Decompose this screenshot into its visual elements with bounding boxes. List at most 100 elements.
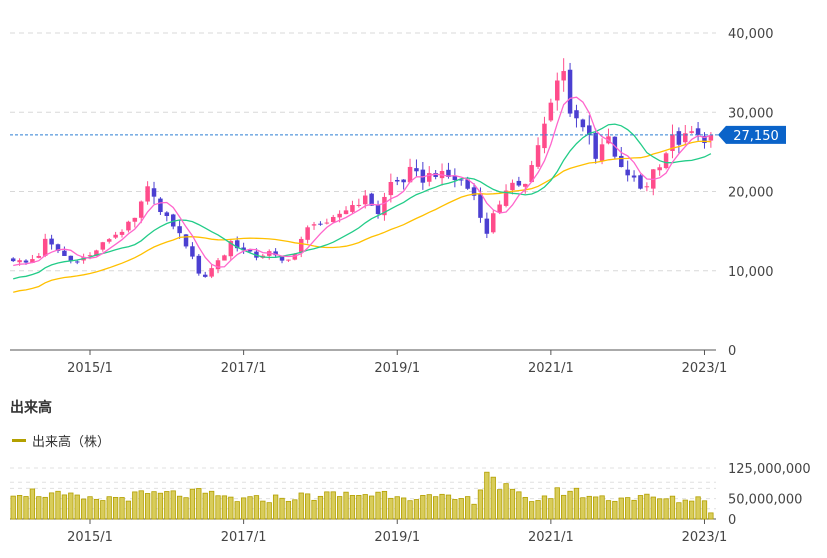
volume-bar xyxy=(48,492,55,520)
volume-bar xyxy=(644,493,650,520)
candle-down xyxy=(593,133,598,159)
candle-down xyxy=(638,175,643,189)
candle-down xyxy=(279,256,285,261)
price-x-tick-label: 2017/1 xyxy=(221,361,267,376)
volume-bar xyxy=(554,487,560,520)
volume-bar xyxy=(631,499,637,520)
candle-down xyxy=(465,179,470,189)
volume-y-tick-label: 0 xyxy=(728,513,736,528)
volume-x-tick-label: 2019/1 xyxy=(374,530,420,545)
volume-bar xyxy=(336,496,343,520)
volume-bar xyxy=(311,499,317,520)
candle-down xyxy=(202,274,208,277)
candle-down xyxy=(433,173,438,177)
candle-down xyxy=(625,169,630,176)
volume-bar xyxy=(266,502,272,520)
price-y-tick-label: 20,000 xyxy=(728,186,774,201)
volume-bar xyxy=(176,495,183,520)
volume-bar xyxy=(509,488,516,520)
volume-bar xyxy=(605,500,612,520)
volume-bar xyxy=(561,494,567,520)
volume-bar xyxy=(304,493,311,520)
price-y-tick-label: 40,000 xyxy=(728,27,774,42)
candle-up xyxy=(215,260,221,270)
volume-bar xyxy=(695,496,701,520)
candle-down xyxy=(369,193,374,206)
volume-bar xyxy=(503,483,509,520)
volume-bar xyxy=(324,491,330,520)
candle-up xyxy=(663,153,669,169)
volume-bar xyxy=(119,497,125,520)
volume-bar xyxy=(625,497,631,520)
candle-down xyxy=(23,260,29,263)
volume-bar xyxy=(330,491,336,520)
candle-down xyxy=(619,155,624,168)
volume-bar xyxy=(484,471,490,520)
candle-up xyxy=(382,196,387,216)
volume-legend: 出来高（株） xyxy=(12,431,110,450)
candle-up xyxy=(138,201,144,218)
candle-up xyxy=(228,241,234,257)
candle-down xyxy=(55,244,61,251)
volume-bar xyxy=(490,476,496,520)
volume-bar xyxy=(80,498,87,520)
volume-bar xyxy=(368,495,375,520)
candle-down xyxy=(74,261,80,263)
volume-bar xyxy=(10,495,16,520)
volume-bar xyxy=(637,495,644,520)
candle-down xyxy=(375,205,381,214)
candle-up xyxy=(362,195,368,205)
candle-up xyxy=(132,217,138,222)
volume-bar xyxy=(356,495,362,520)
candle-down xyxy=(587,125,592,135)
candle-up xyxy=(100,242,106,250)
volume-section-title: 出来高 xyxy=(10,400,52,416)
volume-y-tick-label: 125,000,000 xyxy=(728,462,811,477)
candle-down xyxy=(68,255,74,262)
volume-bar xyxy=(612,500,618,520)
candle-down xyxy=(273,251,278,256)
volume-bar xyxy=(74,494,80,520)
volume-bar xyxy=(317,495,324,520)
candle-up xyxy=(644,186,650,188)
volume-bar xyxy=(87,496,93,520)
candle-up xyxy=(535,145,541,167)
volume-bar xyxy=(535,500,541,520)
candle-down xyxy=(695,128,701,135)
volume-bar xyxy=(420,495,426,520)
volume-bar xyxy=(202,492,208,520)
volume-y-tick-label: 50,000,000 xyxy=(728,493,802,508)
volume-bar xyxy=(567,490,573,520)
volume-bar xyxy=(183,497,189,520)
volume-bar xyxy=(292,499,298,520)
volume-bar xyxy=(618,497,624,520)
volume-bar xyxy=(36,496,42,520)
price-y-tick-label: 10,000 xyxy=(728,265,774,280)
candle-up xyxy=(548,102,554,121)
candle-down xyxy=(10,258,16,262)
candle-up xyxy=(491,213,496,233)
volume-bar xyxy=(388,497,394,520)
price-x-tick-label: 2023/1 xyxy=(682,361,728,376)
candle-up xyxy=(330,216,336,223)
candle-down xyxy=(177,226,182,234)
volume-bar xyxy=(701,500,708,520)
candle-down xyxy=(459,179,464,181)
candle-up xyxy=(510,182,515,191)
volume-bar xyxy=(228,496,234,520)
volume-bar xyxy=(663,498,669,520)
volume-bar xyxy=(445,494,452,520)
price-x-tick-label: 2015/1 xyxy=(67,361,113,376)
volume-bar xyxy=(93,498,100,520)
candle-up xyxy=(350,205,355,212)
volume-legend-swatch xyxy=(12,439,26,442)
volume-bar xyxy=(689,500,695,520)
volume-bar xyxy=(279,497,285,520)
candle-down xyxy=(49,238,54,245)
candle-up xyxy=(689,131,694,133)
volume-bar xyxy=(529,501,535,520)
volume-bar xyxy=(196,488,202,520)
candle-up xyxy=(657,167,662,171)
candle-up xyxy=(30,259,35,263)
